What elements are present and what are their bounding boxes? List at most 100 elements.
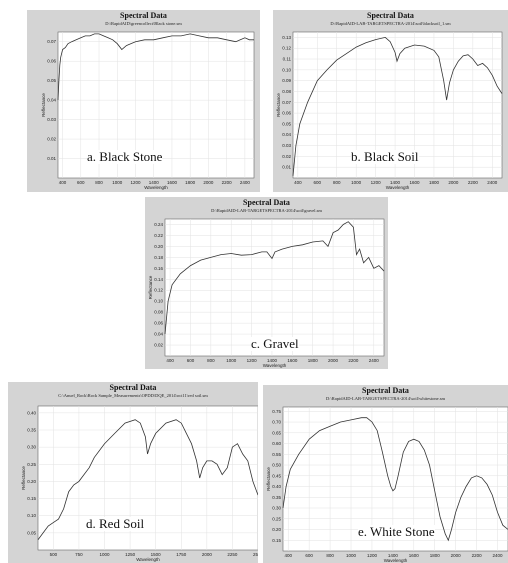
y-tick-label: 0.06: [47, 59, 56, 64]
y-tick-label: 0.10: [154, 299, 163, 304]
plot-svg: 400 600 800 1000 1200 1400 1600 1800 2000 2200 240…: [148, 218, 385, 368]
spectral-chart-4: Spectral Data C:\Anuel_Rock\Rock Sample_M…: [8, 382, 258, 563]
x-tick-label: 1200: [371, 180, 382, 185]
y-tick-label: 0.04: [282, 132, 291, 137]
chart-caption: b. Black Soil: [351, 149, 419, 164]
y-axis-label: Reflectance: [148, 275, 153, 299]
y-tick-label: 0.06: [282, 111, 291, 116]
plot-svg: 400 600 800 1000 1200 1400 1600 1800 2000 2200 240…: [41, 31, 255, 190]
x-axis-label: Wavelength: [386, 185, 410, 190]
spectral-chart-2: Spectral Data D:\RapidAID-LAB-TARGETSPECT…: [273, 10, 508, 192]
x-tick-label: 600: [305, 553, 313, 558]
y-tick-label: 0.10: [282, 67, 291, 72]
y-tick-label: 0.70: [272, 420, 281, 425]
x-tick-label: 1750: [176, 552, 187, 557]
x-tick-label: 1200: [130, 180, 141, 185]
x-tick-label: 400: [59, 180, 67, 185]
x-tick-label: 400: [294, 180, 302, 185]
x-tick-label: 1000: [351, 180, 362, 185]
y-tick-label: 0.12: [282, 46, 291, 51]
y-tick-label: 0.45: [272, 473, 281, 478]
chart-subtitle: D:\RapidAID\greencollect\Black stone.sm: [105, 21, 182, 26]
y-tick-label: 0.18: [154, 255, 163, 260]
plot-svg: 400 600 800 1000 1200 1400 1600 1800 2000 2200 240…: [276, 31, 503, 190]
x-tick-label: 1400: [388, 553, 399, 558]
y-tick-label: 0.75: [272, 409, 281, 414]
x-axis-label: Wavelength: [136, 557, 160, 562]
x-tick-label: 750: [75, 552, 83, 557]
y-tick-label: 0.22: [154, 233, 163, 238]
spectrum-line: [37, 419, 258, 540]
x-tick-label: 800: [207, 358, 215, 363]
x-tick-label: 1200: [247, 358, 258, 363]
x-tick-label: 1400: [267, 358, 278, 363]
plot-svg: 500 750 1000 1250 1500 1750 2000 2250 2500 0.05 0.…: [21, 405, 258, 562]
y-tick-label: 0.11: [283, 57, 292, 62]
y-axis-label: Reflectance: [266, 467, 271, 491]
x-tick-label: 1800: [430, 553, 441, 558]
x-tick-label: 2400: [240, 180, 251, 185]
x-tick-label: 1000: [346, 553, 357, 558]
x-tick-label: 600: [187, 358, 195, 363]
chart-title: Spectral Data: [109, 383, 157, 392]
spectral-chart-3: Spectral Data D:\RapidAID-LAB-TARGETSPECT…: [145, 197, 388, 369]
x-tick-label: 1800: [308, 358, 319, 363]
y-tick-label: 0.40: [272, 484, 281, 489]
x-tick-label: 800: [326, 553, 334, 558]
y-tick-label: 0.07: [47, 39, 56, 44]
y-tick-label: 0.24: [154, 222, 163, 227]
x-tick-label: 1500: [151, 552, 162, 557]
x-tick-label: 2400: [487, 180, 498, 185]
y-tick-label: 0.15: [272, 538, 281, 543]
y-tick-label: 0.03: [47, 117, 56, 122]
y-tick-label: 0.05: [47, 78, 56, 83]
y-tick-label: 0.07: [282, 100, 291, 105]
y-tick-label: 0.03: [282, 143, 291, 148]
x-tick-label: 2200: [348, 358, 359, 363]
chart-caption: c. Gravel: [251, 336, 299, 351]
y-tick-label: 0.20: [154, 244, 163, 249]
x-tick-label: 600: [77, 180, 85, 185]
x-tick-label: 2000: [202, 552, 213, 557]
plot-area: [164, 218, 385, 357]
y-tick-label: 0.01: [282, 165, 291, 170]
chart-subtitle: D:\RapidAID-LAB-TARGETSPECTRA-2014\soil\…: [330, 21, 451, 26]
x-tick-label: 1000: [100, 552, 111, 557]
spectrum-line: [282, 417, 508, 542]
chart-caption: a. Black Stone: [87, 149, 163, 164]
y-tick-label: 0.25: [27, 462, 36, 467]
chart-subtitle: C:\Anuel_Rock\Rock Sample_Measurements\O…: [58, 393, 208, 398]
y-tick-label: 0.65: [272, 430, 281, 435]
y-axis-label: Reflectance: [276, 93, 281, 117]
y-tick-label: 0.02: [47, 137, 56, 142]
x-axis-label: Wavelength: [144, 185, 168, 190]
y-tick-label: 0.35: [27, 428, 36, 433]
x-tick-label: 2000: [448, 180, 459, 185]
spectral-chart-5: Spectral Data D:\RapidAID-LAB-TARGETSPECT…: [263, 385, 508, 563]
y-tick-label: 0.35: [272, 495, 281, 500]
y-tick-label: 0.02: [282, 154, 291, 159]
x-tick-label: 1400: [390, 180, 401, 185]
chart-title: Spectral Data: [243, 198, 290, 207]
y-tick-label: 0.14: [154, 277, 163, 282]
spectrum-line: [57, 33, 254, 101]
x-tick-label: 2000: [203, 180, 214, 185]
chart-subtitle: D:\RapidAID-LAB-TARGETSPECTRA-2014\soil\…: [211, 208, 322, 213]
x-tick-label: 2000: [451, 553, 462, 558]
x-tick-label: 2200: [468, 180, 479, 185]
x-tick-label: 1800: [185, 180, 196, 185]
x-axis-label: Wavelength: [263, 363, 287, 368]
chart-title: Spectral Data: [367, 11, 414, 20]
plot-area: [37, 405, 258, 551]
y-tick-label: 0.20: [27, 479, 36, 484]
y-tick-label: 0.20: [272, 527, 281, 532]
x-tick-label: 800: [95, 180, 103, 185]
x-tick-label: 1000: [226, 358, 237, 363]
y-tick-label: 0.10: [27, 513, 36, 518]
y-tick-label: 0.30: [27, 445, 36, 450]
x-tick-label: 2400: [369, 358, 380, 363]
y-tick-label: 0.08: [154, 310, 163, 315]
x-tick-label: 500: [50, 552, 58, 557]
y-tick-label: 0.08: [282, 89, 291, 94]
chart-caption: e. White Stone: [358, 524, 435, 539]
